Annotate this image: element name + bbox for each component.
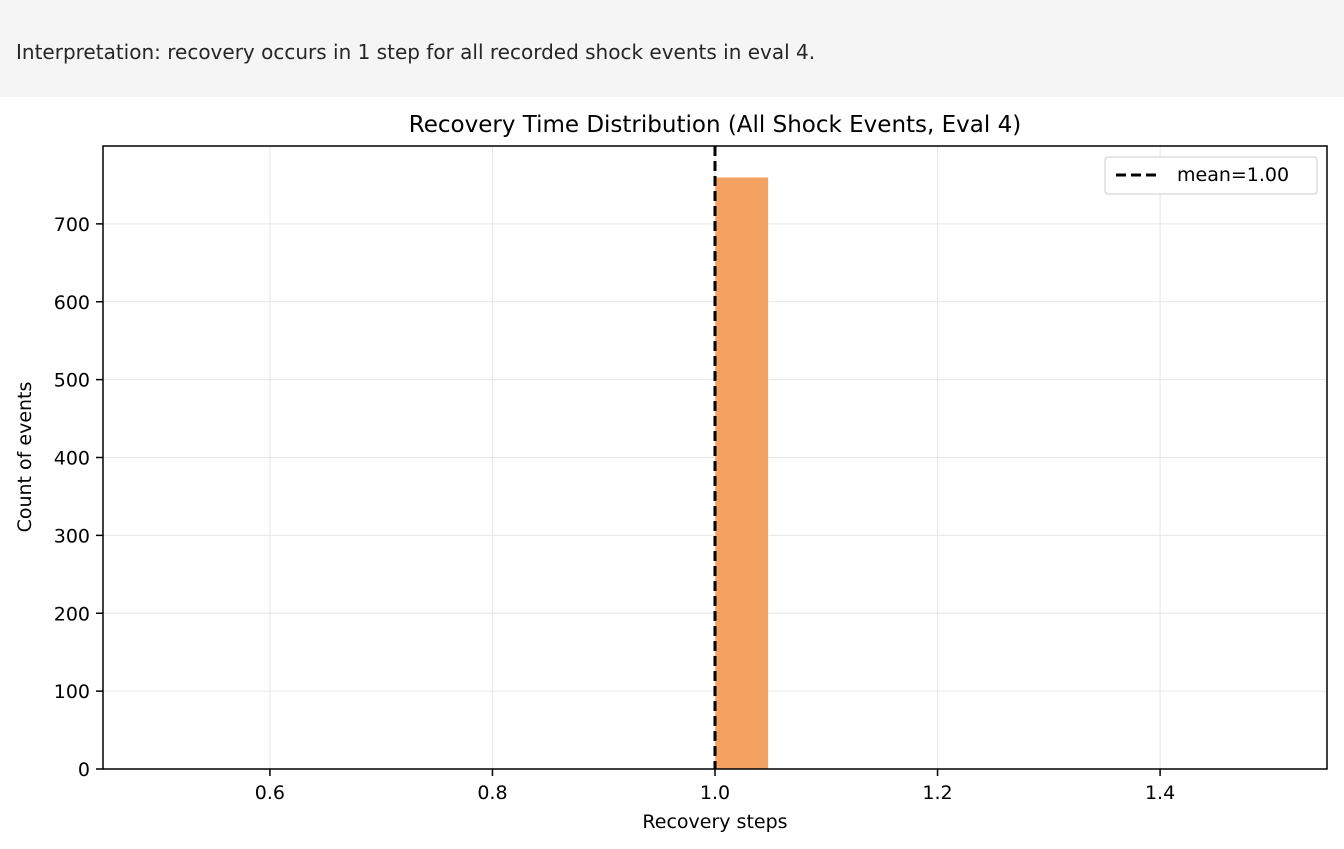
interpretation-text: Interpretation: recovery occurs in 1 ste… [16, 40, 816, 64]
y-tick-label: 200 [54, 603, 90, 625]
x-tick-label: 0.8 [477, 782, 507, 804]
interpretation-banner: Interpretation: recovery occurs in 1 ste… [0, 0, 1344, 97]
y-tick-label: 600 [54, 292, 90, 314]
legend: mean=1.00 [1104, 156, 1318, 195]
y-tick-label: 0 [78, 759, 90, 781]
y-axis-ticks: 0 100 200 300 400 500 600 700 [54, 214, 103, 781]
y-tick-label: 300 [54, 525, 90, 547]
legend-mean-label: mean=1.00 [1177, 164, 1289, 186]
y-tick-label: 700 [54, 214, 90, 236]
x-tick-label: 1.2 [922, 782, 952, 804]
x-tick-label: 1.0 [700, 782, 730, 804]
chart-title: Recovery Time Distribution (All Shock Ev… [409, 112, 1021, 138]
y-tick-label: 500 [54, 370, 90, 392]
x-tick-label: 0.6 [255, 782, 285, 804]
x-tick-label: 1.4 [1145, 782, 1175, 804]
legend-box [1104, 156, 1318, 195]
recovery-histogram-chart: Recovery Time Distribution (All Shock Ev… [14, 112, 1328, 833]
y-tick-label: 400 [54, 448, 90, 470]
x-axis-label: Recovery steps [642, 811, 787, 833]
x-axis-ticks: 0.6 0.8 1.0 1.2 1.4 [255, 769, 1175, 804]
y-axis-label: Count of events [14, 382, 36, 533]
bars-group [714, 176, 769, 770]
histogram-bar [714, 176, 769, 770]
y-tick-label: 100 [54, 681, 90, 703]
